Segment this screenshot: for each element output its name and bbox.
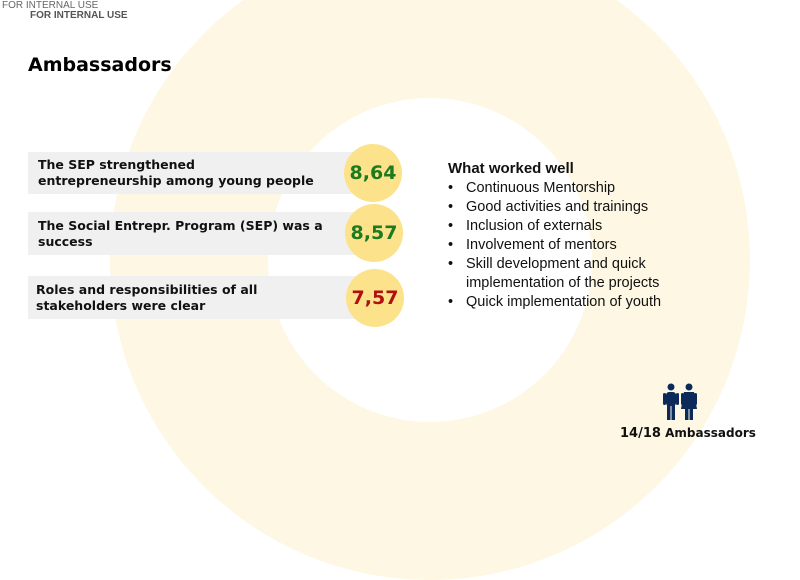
list-item: Skill development and quick implementati… <box>448 255 696 293</box>
page-title: Ambassadors <box>28 54 172 76</box>
statement-text: The SEP strengthened entrepreneurship am… <box>38 157 314 188</box>
rating-statement: The Social Entrepr. Program (SEP) was a … <box>28 212 358 255</box>
what-worked-heading: What worked well <box>448 160 574 177</box>
list-item: Inclusion of externals <box>448 217 686 236</box>
list-item: Involvement of mentors <box>448 236 686 255</box>
respondent-count: 14/18 Ambassadors <box>620 426 756 441</box>
rating-score: 7,57 <box>346 269 404 327</box>
classification-label: FOR INTERNAL USE <box>2 0 99 11</box>
classification-label-secondary: FOR INTERNAL USE <box>30 10 128 21</box>
statement-text: The Social Entrepr. Program (SEP) was a … <box>38 217 323 249</box>
list-item: Continuous Mentorship <box>448 179 686 198</box>
what-worked-well: What worked well Continuous Mentorship G… <box>448 160 706 312</box>
people-icon <box>663 383 697 420</box>
rating-score: 8,57 <box>345 204 403 262</box>
list-item: Quick implementation of youth <box>448 293 706 312</box>
list-item: Good activities and trainings <box>448 198 696 217</box>
count-value: 14/18 <box>620 426 661 441</box>
rating-score: 8,64 <box>344 144 402 202</box>
count-label: Ambassadors <box>665 426 756 440</box>
rating-statement: Roles and responsibilities of all stakeh… <box>28 276 358 319</box>
rating-statement: The SEP strengthened entrepreneurship am… <box>28 152 358 194</box>
statement-text: Roles and responsibilities of all stakeh… <box>36 281 258 313</box>
